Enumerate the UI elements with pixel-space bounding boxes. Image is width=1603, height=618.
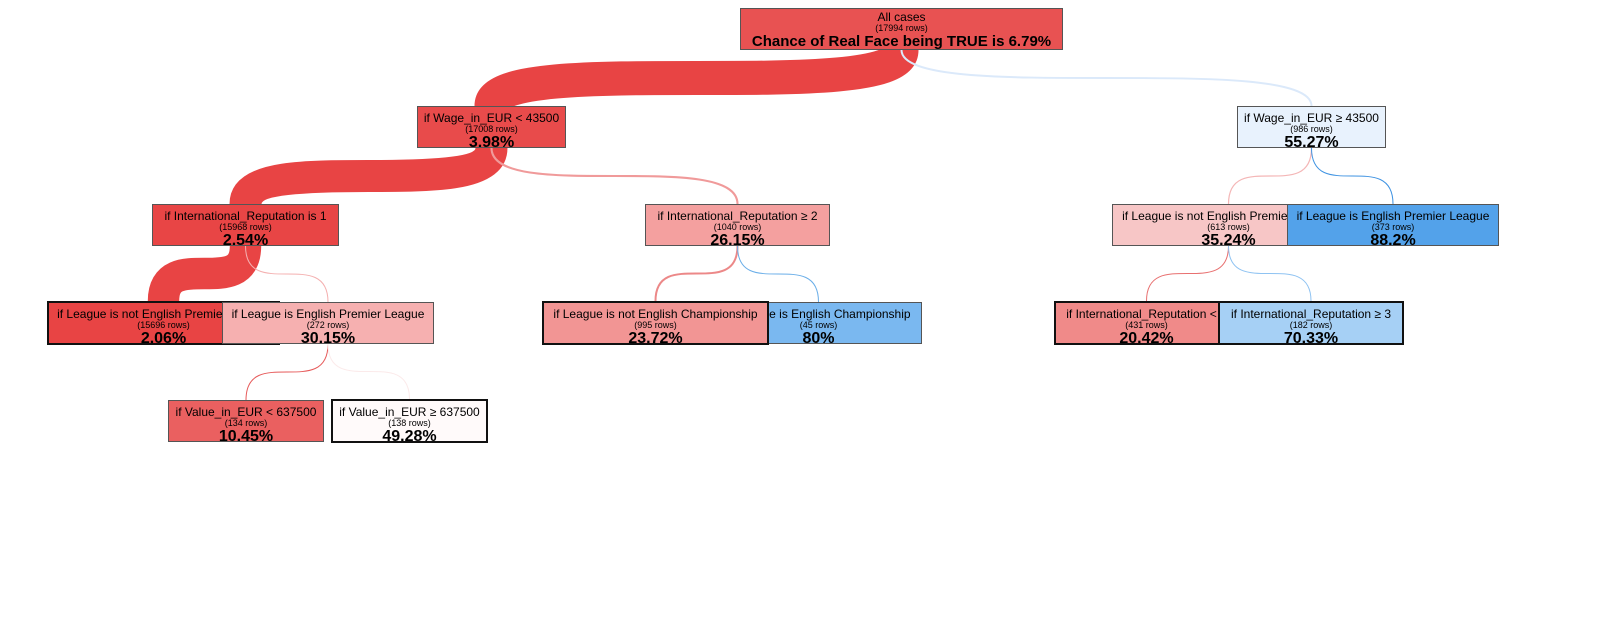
node-condition: if International_Reputation ≥ 2 (657, 209, 818, 223)
node-condition: if League is English Premier League (1296, 209, 1490, 223)
node-value: 26.15% (710, 232, 765, 246)
node-condition: if Wage_in_EUR < 43500 (423, 111, 560, 125)
tree-link-lg-not-epl-b-to-ir-ge-3 (1228, 245, 1312, 302)
tree-link-lg-epl-a-to-val-lt (245, 343, 329, 401)
node-wage-lt[interactable]: if Wage_in_EUR < 43500 (17008 rows) 3.98… (417, 106, 566, 148)
node-condition: if Value_in_EUR < 637500 (175, 405, 317, 419)
node-value: 88.2% (1370, 232, 1416, 246)
node-condition: if League is not English Premier League (1122, 209, 1335, 223)
node-condition: All cases (877, 10, 926, 24)
node-rows: (986 rows) (1290, 124, 1333, 134)
node-rows: (272 rows) (306, 320, 350, 330)
node-rows: (995 rows) (634, 320, 677, 330)
node-condition: if League is not English Premier League (57, 307, 270, 321)
node-rows: (138 rows) (388, 418, 431, 428)
tree-link-lg-not-epl-b-to-ir-lt-3 (1146, 245, 1229, 302)
node-condition: if League is not English Championship (553, 307, 758, 321)
node-rows: (1040 rows) (713, 222, 762, 232)
node-rows: (373 rows) (1371, 222, 1415, 232)
node-ir-is-1[interactable]: if International_Reputation is 1 (15968 … (152, 204, 339, 246)
tree-link-ir-ge-2-to-lg-ech (737, 245, 819, 303)
node-value: 70.33% (1283, 330, 1339, 345)
node-rows: (45 rows) (799, 320, 838, 330)
node-value: 49.28% (382, 428, 437, 443)
node-rows: (15696 rows) (137, 320, 190, 330)
tree-link-ir-is-1-to-lg-not-epl-a (147, 244, 262, 303)
node-val-ge[interactable]: if Value_in_EUR ≥ 637500 (138 rows) 49.2… (331, 399, 488, 443)
node-ir-ge-3[interactable]: if International_Reputation ≥ 3 (182 row… (1218, 301, 1404, 345)
node-condition: if Value_in_EUR ≥ 637500 (339, 405, 480, 419)
node-value: 20.42% (1119, 330, 1174, 345)
node-condition: if League is English Championship (726, 307, 911, 321)
node-value: Chance of Real Face being TRUE is 6.79% (751, 33, 1052, 50)
node-val-lt[interactable]: if Value_in_EUR < 637500 (134 rows) 10.4… (168, 400, 324, 442)
node-value: 23.72% (628, 330, 683, 345)
node-ir-ge-2[interactable]: if International_Reputation ≥ 2 (1040 ro… (645, 204, 830, 246)
node-condition: if International_Reputation is 1 (164, 209, 327, 223)
tree-link-lg-epl-a-to-val-ge (327, 343, 410, 400)
node-value: 30.15% (300, 330, 356, 344)
node-rows: (17994 rows) (875, 23, 928, 33)
tree-link-wage-ge-to-lg-epl-b (1311, 147, 1394, 205)
node-root[interactable]: All cases (17994 rows) Chance of Real Fa… (740, 8, 1063, 50)
tree-link-root-to-wage-lt (474, 44, 919, 112)
node-value: 3.98% (468, 134, 515, 148)
node-value: 2.54% (222, 232, 269, 246)
node-rows: (613 rows) (1207, 222, 1250, 232)
node-wage-ge[interactable]: if Wage_in_EUR ≥ 43500 (986 rows) 55.27% (1237, 106, 1386, 148)
node-rows: (134 rows) (224, 418, 268, 428)
tree-link-wage-lt-to-ir-ge-2 (490, 147, 739, 205)
node-lg-epl-a[interactable]: if League is English Premier League (272… (222, 302, 434, 344)
node-lg-not-ech[interactable]: if League is not English Championship (9… (542, 301, 769, 345)
node-rows: (17008 rows) (465, 124, 518, 134)
node-value: 80% (802, 330, 835, 344)
tree-link-ir-ge-2-to-lg-not-ech (654, 245, 739, 302)
node-condition: if International_Reputation < 3 (1066, 307, 1227, 321)
node-ir-lt-3[interactable]: if International_Reputation < 3 (431 row… (1054, 301, 1239, 345)
tree-link-root-to-wage-ge (900, 49, 1313, 107)
node-value: 2.06% (140, 330, 187, 345)
node-value: 35.24% (1201, 232, 1256, 246)
node-condition: if International_Reputation ≥ 3 (1230, 307, 1392, 321)
node-value: 10.45% (218, 428, 274, 442)
tree-link-wage-lt-to-ir-is-1 (229, 145, 508, 207)
node-rows: (182 rows) (1289, 320, 1333, 330)
node-value: 55.27% (1284, 134, 1339, 148)
node-rows: (431 rows) (1125, 320, 1168, 330)
node-condition: if League is English Premier League (231, 307, 425, 321)
node-rows: (15968 rows) (219, 222, 272, 232)
tree-link-wage-ge-to-lg-not-epl-b (1227, 147, 1313, 205)
node-condition: if Wage_in_EUR ≥ 43500 (1244, 111, 1379, 125)
node-lg-epl-b[interactable]: if League is English Premier League (373… (1287, 204, 1499, 246)
tree-link-ir-is-1-to-lg-epl-a (245, 245, 329, 303)
